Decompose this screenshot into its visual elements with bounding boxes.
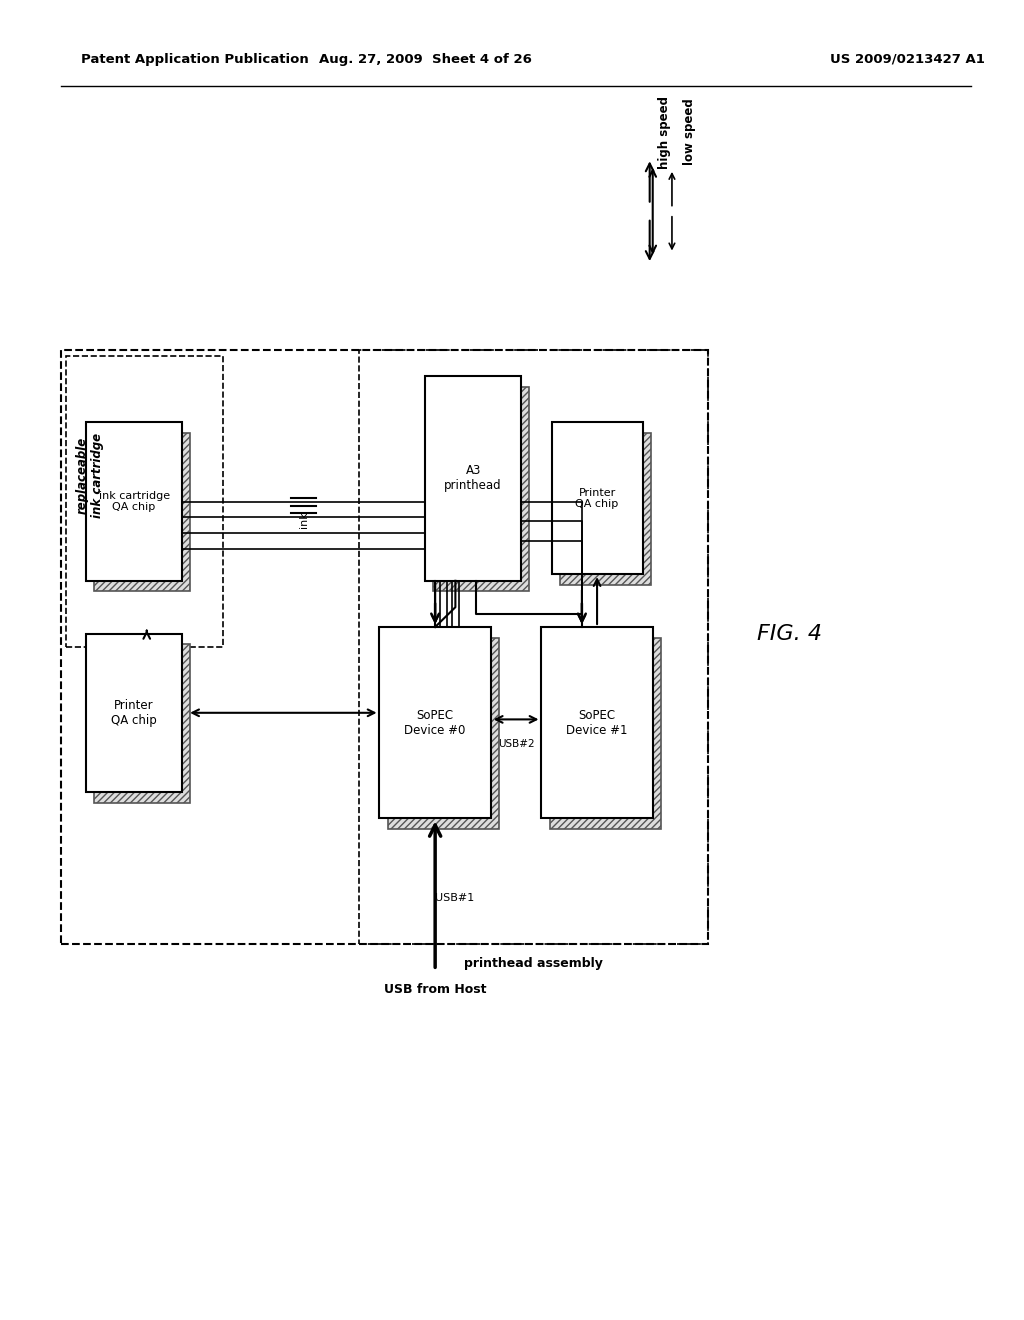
- Text: replaceable
ink cartridge: replaceable ink cartridge: [76, 433, 103, 517]
- Bar: [66, 356, 222, 647]
- Text: Patent Application Publication: Patent Application Publication: [81, 53, 308, 66]
- Text: A3
printhead: A3 printhead: [444, 465, 502, 492]
- Text: SoPEC
Device #0: SoPEC Device #0: [404, 709, 466, 737]
- Text: FIG. 4: FIG. 4: [757, 623, 822, 644]
- Text: Printer
QA chip: Printer QA chip: [575, 487, 618, 510]
- Bar: [552, 422, 643, 574]
- Text: Aug. 27, 2009  Sheet 4 of 26: Aug. 27, 2009 Sheet 4 of 26: [318, 53, 531, 66]
- Text: printhead assembly: printhead assembly: [464, 957, 603, 970]
- Text: US 2009/0213427 A1: US 2009/0213427 A1: [829, 53, 985, 66]
- Text: Printer
QA chip: Printer QA chip: [112, 698, 157, 727]
- Bar: [550, 638, 660, 829]
- Text: ink: ink: [299, 512, 308, 528]
- Text: USB#1: USB#1: [435, 892, 474, 903]
- Text: ink cartridge
QA chip: ink cartridge QA chip: [98, 491, 170, 512]
- Bar: [359, 350, 709, 944]
- Bar: [94, 433, 190, 591]
- Bar: [542, 627, 652, 818]
- Bar: [86, 422, 182, 581]
- Text: high speed: high speed: [657, 95, 671, 169]
- Bar: [94, 644, 190, 803]
- Bar: [60, 350, 709, 944]
- Bar: [388, 638, 499, 829]
- Bar: [86, 634, 182, 792]
- Text: USB from Host: USB from Host: [384, 983, 486, 997]
- Bar: [433, 387, 529, 591]
- Bar: [380, 627, 490, 818]
- Text: low speed: low speed: [683, 99, 696, 165]
- Text: USB#2: USB#2: [498, 739, 535, 750]
- Text: SoPEC
Device #1: SoPEC Device #1: [566, 709, 628, 737]
- Bar: [560, 433, 650, 585]
- Bar: [425, 376, 521, 581]
